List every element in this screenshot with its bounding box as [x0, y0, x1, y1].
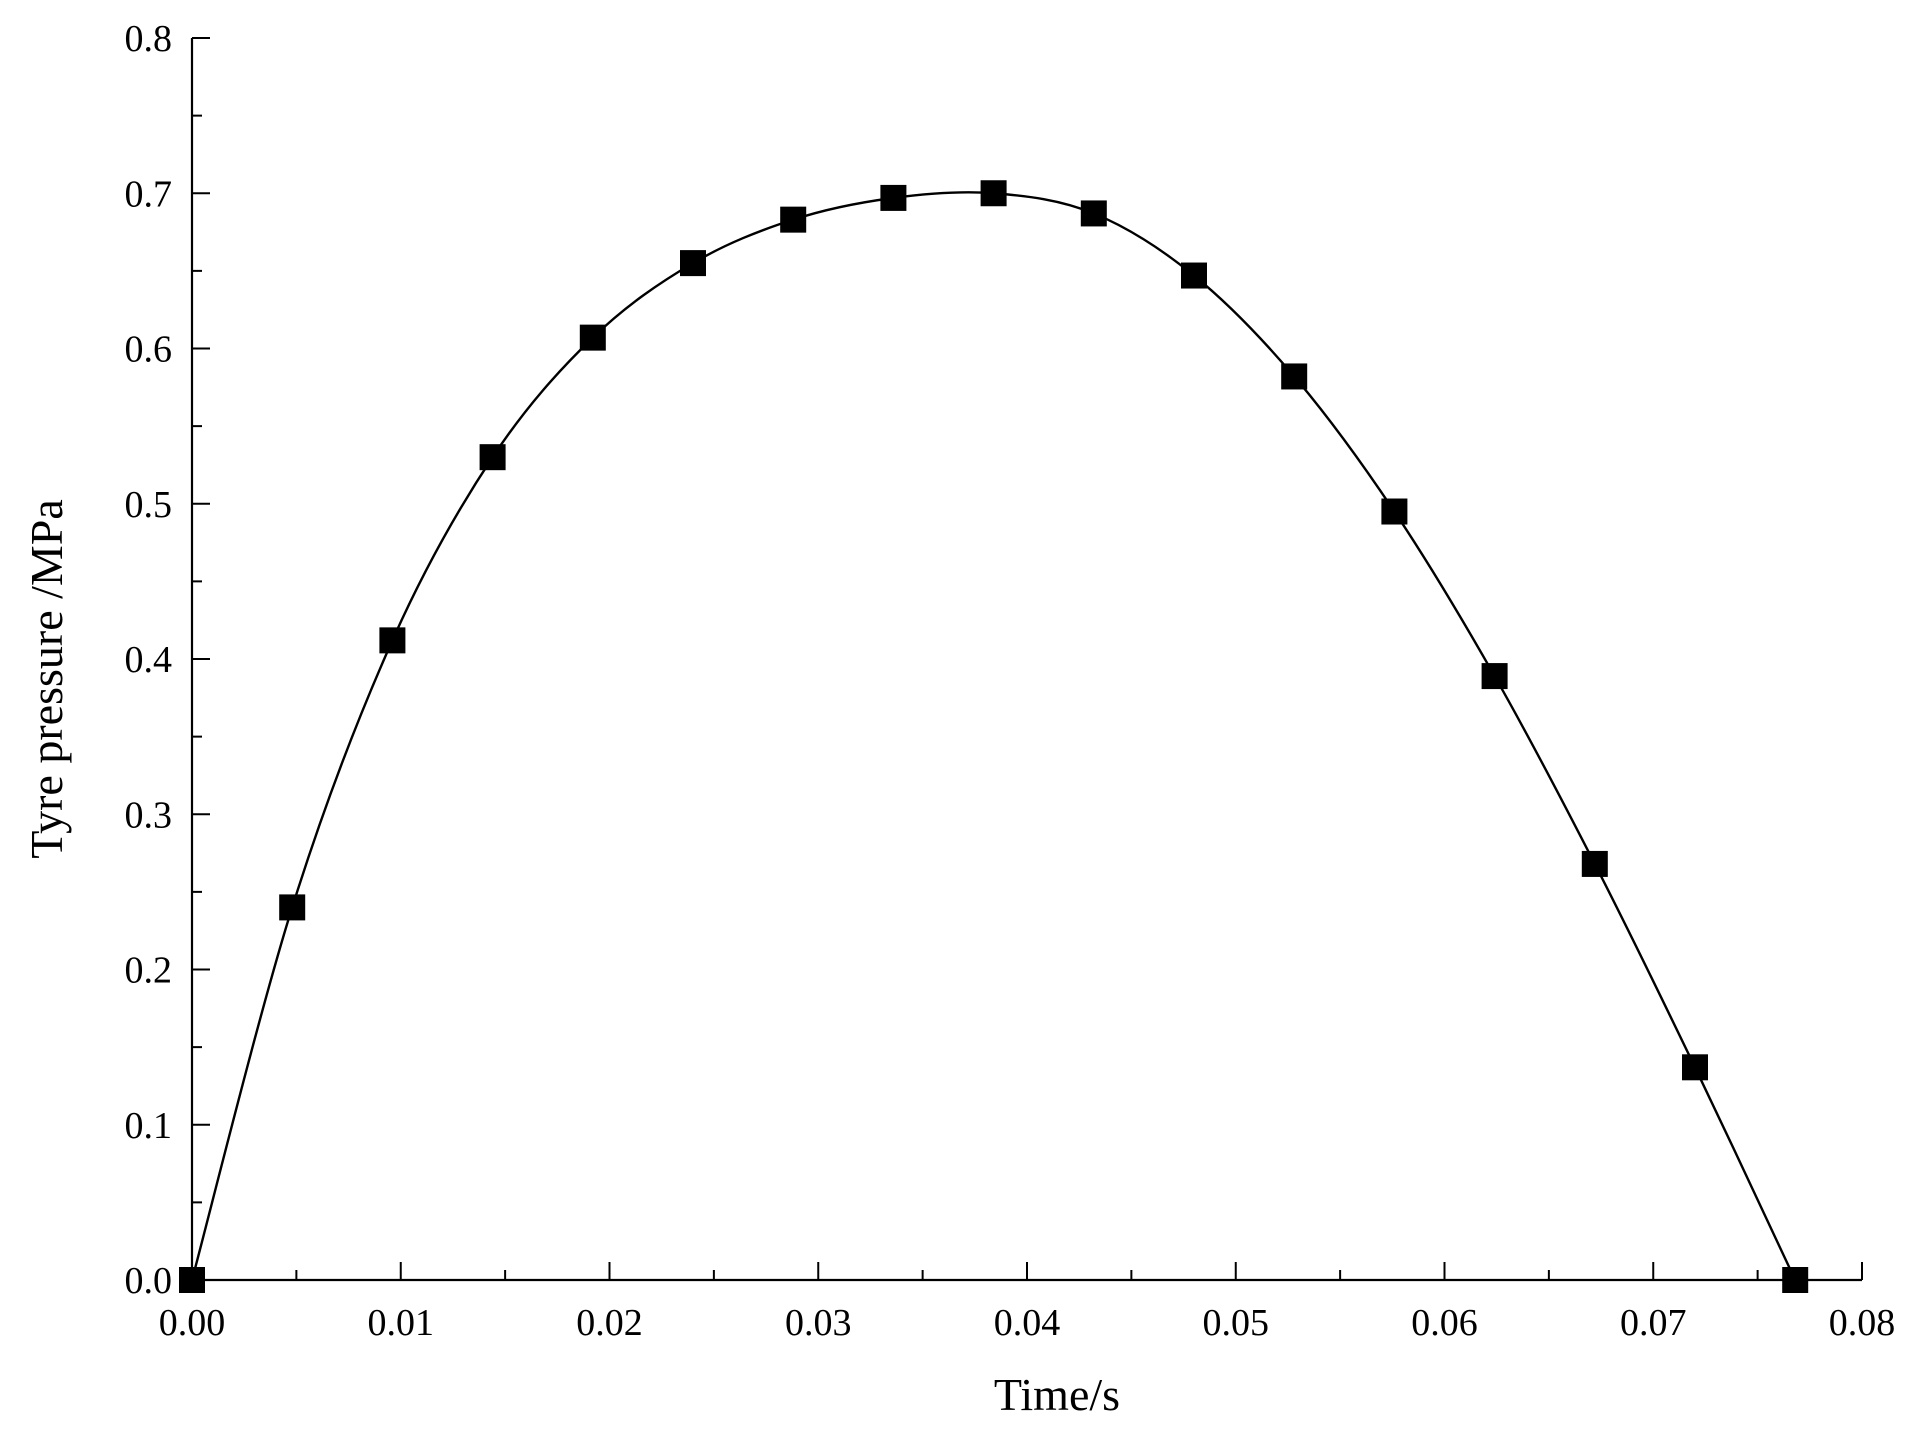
y-tick-label: 0.5	[125, 484, 173, 526]
axes	[190, 38, 1862, 1282]
data-point	[1281, 363, 1308, 390]
x-tick-label: 0.07	[1620, 1302, 1687, 1344]
y-axis-title: Tyre pressure /MPa	[21, 499, 72, 859]
data-point	[579, 324, 606, 351]
y-tick-label: 0.2	[125, 950, 173, 992]
y-tick-label: 0.6	[125, 329, 173, 371]
series-line	[190, 191, 1797, 1281]
x-tick-label: 0.01	[368, 1302, 435, 1344]
x-tick-label: 0.08	[1829, 1302, 1896, 1344]
y-tick-label: 0.7	[125, 173, 173, 215]
tick-labels: 0.00 0.01 0.02 0.03 0.04 0.05 0.06 0.07 0.08 0.0 0…	[125, 18, 1896, 1344]
data-point	[1381, 498, 1408, 525]
y-tick-label: 0.1	[125, 1105, 173, 1147]
x-tick-label: 0.00	[159, 1302, 226, 1344]
data-point	[279, 894, 306, 921]
data-point	[179, 1267, 205, 1293]
data-point	[980, 180, 1007, 207]
data-point	[379, 627, 406, 654]
series	[190, 191, 1797, 1281]
markers	[179, 180, 1809, 1293]
data-point	[479, 444, 506, 471]
data-point	[1782, 1267, 1809, 1293]
data-point	[1181, 262, 1207, 289]
data-point	[680, 250, 706, 277]
data-point	[1481, 663, 1508, 690]
x-tick-label: 0.04	[994, 1302, 1061, 1344]
x-axis-title: Time/s	[994, 1369, 1120, 1420]
data-point	[1080, 200, 1107, 227]
y-tick-label: 0.0	[125, 1260, 173, 1302]
data-point	[1581, 850, 1608, 877]
x-tick-label: 0.05	[1203, 1302, 1270, 1344]
data-point	[780, 206, 807, 233]
y-tick-label: 0.4	[125, 639, 173, 681]
y-tick-label: 0.3	[125, 794, 173, 836]
x-tick-label: 0.03	[785, 1302, 852, 1344]
data-point	[880, 184, 907, 211]
y-tick-label: 0.8	[125, 18, 173, 60]
x-tick-label: 0.02	[576, 1302, 643, 1344]
ticks	[191, 37, 1863, 1281]
data-point	[1682, 1054, 1708, 1081]
x-tick-label: 0.06	[1411, 1302, 1478, 1344]
